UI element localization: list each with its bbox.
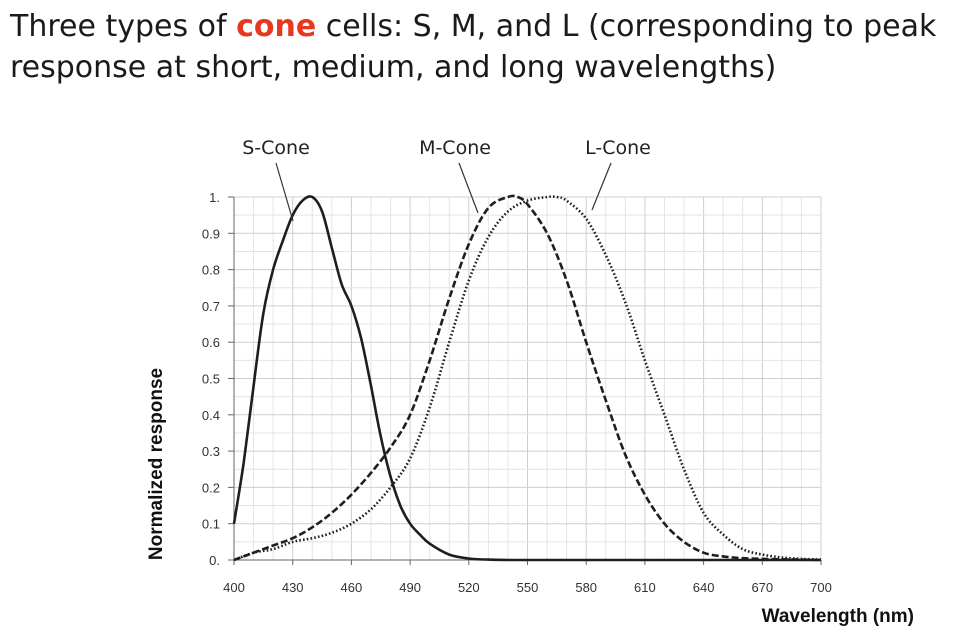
leader-line-s-cone (275, 162, 294, 222)
title-part-1: Three types of (10, 9, 237, 44)
curve-l-cone (233, 195, 822, 562)
x-axis-title: Wavelength (nm) (762, 606, 914, 627)
chart-grid (233, 196, 822, 561)
y-tick-label: 0.8 (202, 263, 220, 278)
x-tick-label: 700 (810, 580, 832, 595)
y-tick-label: 0.4 (202, 408, 220, 423)
chart-axes (228, 196, 822, 565)
y-tick-label: 0.2 (202, 480, 220, 495)
series-label-s-cone: S-Cone (242, 137, 310, 159)
x-tick-label: 460 (341, 580, 363, 595)
y-tick-label: 0.5 (202, 372, 220, 387)
x-tick-label: 430 (282, 580, 304, 595)
curve-s-cone (232, 195, 821, 562)
x-tick-label: 550 (517, 580, 539, 595)
series-label-l-cone: L-Cone (585, 137, 651, 159)
y-tick-label: 1. (209, 190, 220, 205)
chart-tick-labels: 0. 0.1 0.2 0.3 0.4 0.5 0.6 0.7 0.8 0.9 1. 400 430 460… (202, 190, 832, 595)
x-tick-label: 490 (399, 580, 421, 595)
y-tick-label: 0.7 (202, 299, 220, 314)
y-tick-label: 0.9 (202, 226, 220, 241)
chart-series-labels: S-Cone M-Cone L-Cone (242, 137, 651, 222)
x-tick-label: 400 (223, 580, 245, 595)
slide-title: Three types of cone cells: S, M, and L (… (10, 6, 965, 88)
title-highlight-cone: cone (236, 9, 317, 44)
leader-line-m-cone (458, 162, 479, 214)
x-tick-label: 610 (634, 580, 656, 595)
x-tick-label: 640 (693, 580, 715, 595)
y-axis-title: Normalized response (146, 368, 167, 560)
y-tick-label: 0.3 (202, 444, 220, 459)
curve-m-cone (233, 194, 822, 562)
chart-curves (232, 194, 822, 562)
y-tick-label: 0.6 (202, 335, 220, 350)
y-tick-label: 0.1 (202, 517, 220, 532)
leader-line-l-cone (591, 162, 612, 211)
x-tick-label: 580 (575, 580, 597, 595)
x-tick-label: 670 (751, 580, 773, 595)
title-part-2: cells: S, M, and L (corresponding to pea… (10, 9, 937, 85)
x-tick-label: 520 (458, 580, 480, 595)
series-label-m-cone: M-Cone (419, 137, 491, 159)
y-tick-label: 0. (209, 553, 220, 568)
